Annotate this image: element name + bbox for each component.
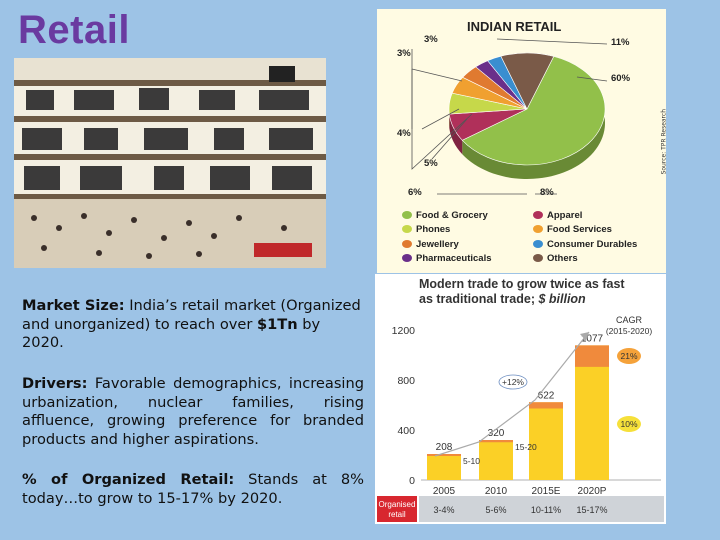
organised-label: Organised bbox=[379, 500, 416, 509]
pie-slice-others bbox=[500, 52, 555, 110]
bar-value-label: 622 bbox=[538, 390, 555, 401]
bar-total-2010 bbox=[479, 440, 513, 480]
x-tick-label: 2005 bbox=[433, 486, 456, 497]
growth-label: +12% bbox=[502, 377, 524, 387]
bar-svg: 1200 800 400 0 208 2005 320 2010 622 2015E 1077 202… bbox=[377, 315, 664, 522]
cagr-organised-value: 21% bbox=[620, 351, 637, 361]
market-size-label: Market Size: bbox=[22, 297, 125, 314]
bar-value-label: 320 bbox=[488, 428, 505, 439]
drivers-label: Drivers: bbox=[22, 375, 88, 392]
legend-apparel: Apparel bbox=[533, 210, 582, 221]
pie-leader-line bbox=[496, 38, 608, 45]
pct-consumer-durables: 3% bbox=[397, 48, 411, 59]
pct-phones: 6% bbox=[408, 187, 422, 198]
legend-jewellery: Jewellery bbox=[402, 239, 459, 250]
drivers-text: Drivers: Favorable demographics, increas… bbox=[22, 375, 364, 449]
x-tick-label: 2015E bbox=[532, 486, 561, 497]
cagr-total-badge bbox=[617, 416, 641, 432]
market-size-text: Market Size: India’s retail market (Orga… bbox=[22, 297, 364, 353]
slide-title: Retail bbox=[18, 8, 130, 52]
y-tick-label: 400 bbox=[397, 425, 415, 437]
organised-share-row bbox=[419, 496, 664, 522]
legend-pharmaceuticals: Pharmaceuticals bbox=[402, 253, 492, 264]
pie-slice-food-grocery bbox=[461, 56, 606, 166]
market-size-amount: $1Tn bbox=[257, 315, 298, 333]
bar-value-label: 1077 bbox=[581, 333, 604, 344]
pie-svg bbox=[411, 38, 608, 195]
x-tick-label: 2010 bbox=[485, 486, 508, 497]
market-size-body: India’s retail market (Organized and uno… bbox=[22, 297, 361, 333]
pct-jewellery: 4% bbox=[397, 128, 411, 139]
bar-organised-2005 bbox=[427, 454, 461, 456]
organized-retail-text: % of Organized Retail: Stands at 8% toda… bbox=[22, 471, 364, 508]
pie-source: Source: TPR Research bbox=[660, 109, 667, 175]
cagr-period: (2015-2020) bbox=[606, 326, 652, 336]
x-tick-label: 2020P bbox=[578, 486, 607, 497]
pct-apparel: 8% bbox=[540, 187, 554, 198]
segment-label: 5-10 bbox=[463, 456, 480, 466]
y-tick-label: 800 bbox=[397, 375, 415, 387]
growth-arrow-head bbox=[580, 332, 589, 341]
growth-badge bbox=[498, 374, 528, 390]
cagr-total-value: 10% bbox=[620, 419, 637, 429]
pct-others: 11% bbox=[611, 37, 630, 48]
organized-label: % of Organized Retail: bbox=[22, 471, 235, 488]
pie-leader-line bbox=[576, 76, 608, 82]
pie-title: INDIAN RETAIL bbox=[467, 19, 562, 34]
organised-retail-badge bbox=[377, 496, 417, 522]
bar-organised-2015E bbox=[529, 402, 563, 409]
drivers-body: Favorable demographics, increasing urban… bbox=[22, 375, 364, 448]
bar-chart-title: Modern trade to grow twice as fast as tr… bbox=[419, 277, 625, 306]
bar-value-label: 208 bbox=[436, 442, 453, 453]
bar-total-2005 bbox=[427, 454, 461, 480]
market-size-tail: by 2020. bbox=[22, 315, 321, 352]
y-tick-label: 0 bbox=[409, 475, 415, 487]
pct-food-grocery: 60% bbox=[611, 73, 631, 84]
segment-label: 15-20 bbox=[515, 442, 537, 452]
organised-share-label: 15-17% bbox=[576, 505, 607, 515]
organised-share-label: 3-4% bbox=[433, 505, 454, 515]
pie-leader-line bbox=[421, 108, 460, 130]
pct-pharma: 3% bbox=[424, 34, 438, 45]
legend-food-services: Food Services bbox=[533, 224, 612, 235]
legend-phones: Phones bbox=[402, 224, 450, 235]
y-tick-label: 1200 bbox=[392, 325, 416, 337]
indian-retail-pie-chart: INDIAN RETAIL Source: TPR Research 3% 3%… bbox=[377, 9, 667, 273]
mall-photo bbox=[14, 58, 326, 268]
legend-food-grocery: Food & Grocery bbox=[402, 210, 488, 221]
legend-consumer-durables: Consumer Durables bbox=[533, 239, 637, 250]
pie-leader-line bbox=[411, 68, 463, 82]
modern-trade-bar-chart: Modern trade to grow twice as fast as tr… bbox=[375, 274, 666, 524]
organized-body: Stands at 8% today…to grow to 15-17% by … bbox=[22, 471, 365, 507]
growth-trend-line bbox=[434, 331, 590, 457]
cagr-organised-badge bbox=[617, 348, 641, 364]
pie-leader-line bbox=[431, 118, 468, 160]
bar-total-2020P bbox=[575, 345, 609, 480]
pie-side-apparel bbox=[449, 114, 463, 155]
organised-share-label: 5-6% bbox=[485, 505, 506, 515]
bar-organised-2010 bbox=[479, 440, 513, 443]
cagr-label: CAGR bbox=[616, 315, 643, 325]
legend-others: Others bbox=[533, 253, 578, 264]
bar-organised-2020P bbox=[575, 345, 609, 367]
bar-total-2015E bbox=[529, 402, 563, 480]
organised-share-label: 10-11% bbox=[531, 505, 561, 515]
pct-food-services: 5% bbox=[424, 158, 438, 169]
organised-label: retail bbox=[388, 510, 406, 519]
